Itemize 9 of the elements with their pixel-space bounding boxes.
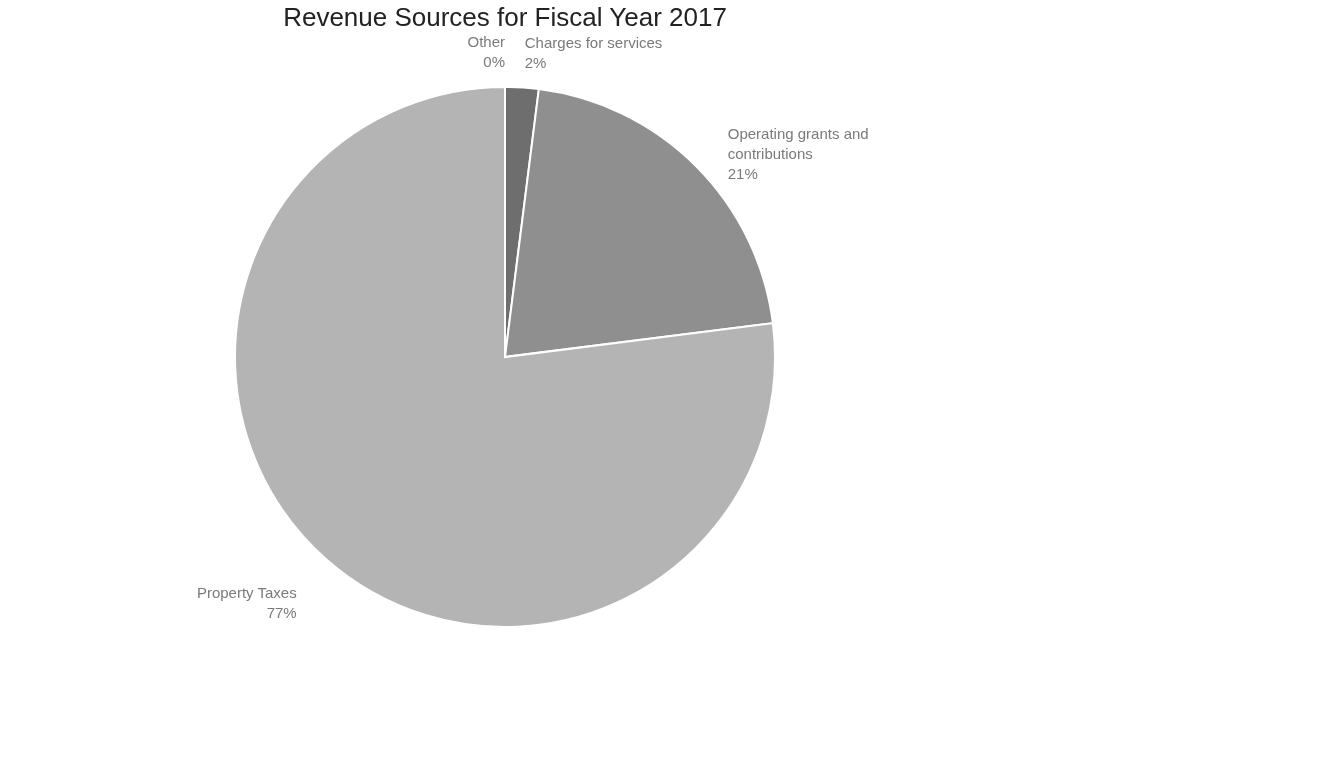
data-label: 21% xyxy=(727,165,758,183)
text: 0% xyxy=(483,53,505,70)
category-label: Other xyxy=(467,33,505,50)
data-label: 2% xyxy=(524,53,547,71)
slice-label: Property Taxes xyxy=(196,584,297,602)
slice-label: Operating grants and contributions xyxy=(727,125,869,163)
slice-label: Charges for services xyxy=(524,33,663,51)
chart-title: Revenue Sources for Fiscal Year 2017 xyxy=(283,2,727,32)
data-label: 77% xyxy=(266,604,297,622)
